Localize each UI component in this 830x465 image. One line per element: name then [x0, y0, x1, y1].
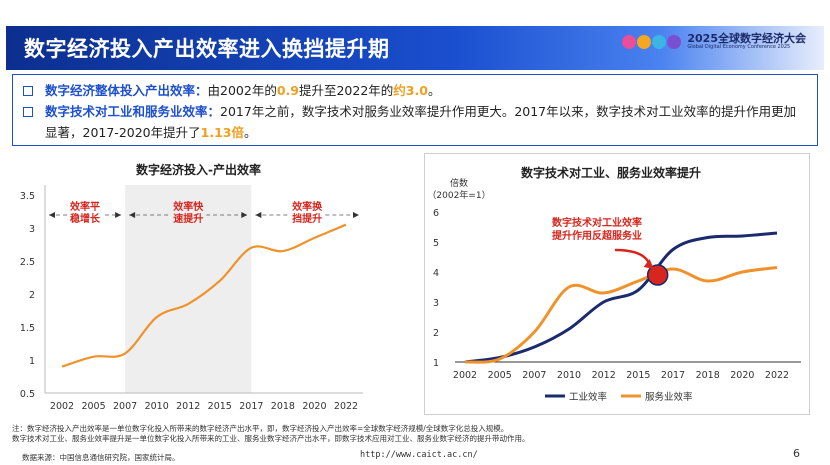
x-tick-label: 2020 [302, 401, 326, 412]
x-tick-label: 2015 [208, 401, 232, 412]
x-tick-label: 2002 [453, 370, 477, 381]
phase-label: 挡提升 [292, 212, 322, 225]
x-tick-label: 2010 [145, 401, 169, 412]
x-tick-label: 2010 [557, 370, 581, 381]
annotation-text: 提升作用反超服务业 [552, 229, 642, 242]
y-tick-label: 4 [433, 268, 439, 279]
legend-label-service: 服务业效率 [645, 391, 693, 403]
efficiency-series-line [61, 223, 347, 368]
x-tick-label: 2007 [522, 370, 546, 381]
page-title: 数字经济投入产出效率进入换挡提升期 [24, 37, 390, 61]
bullet-square-icon [23, 107, 33, 117]
bullet-overall: 数字经济整体投入产出效率：由2002年的0.9提升至2022年的约3.0。 [23, 80, 807, 101]
arrow-right-icon [115, 212, 122, 218]
summary-box: 数字经济整体投入产出效率：由2002年的0.9提升至2022年的约3.0。 数字… [12, 74, 818, 146]
header-banner: 数字经济投入产出效率进入换挡提升期 2025全球数字经济大会 Global Di… [6, 26, 824, 70]
value-2022: 约3.0 [393, 83, 428, 98]
y-tick-label: 3 [433, 298, 439, 309]
x-tick-label: 2007 [113, 401, 137, 412]
y-tick-label: 2 [29, 290, 35, 301]
x-tick-label: 2017 [239, 401, 263, 412]
phase-label: 效率快 [173, 200, 204, 213]
y-tick-label: 1.5 [20, 323, 35, 334]
x-tick-label: 2017 [661, 370, 685, 381]
y-tick-label: 2.5 [20, 257, 35, 268]
y-tick-label: 3 [29, 224, 35, 235]
website-link[interactable]: http://www.caict.ac.cn/ [360, 450, 478, 460]
chart-title: 数字技术对工业、服务业效率提升 [521, 166, 702, 180]
page-number: 6 [793, 447, 800, 460]
legend-label-industry: 工业效率 [569, 391, 608, 403]
phase-label: 效率换 [292, 200, 323, 213]
y-tick-label: 2 [433, 328, 439, 339]
x-tick-label: 2002 [50, 401, 74, 412]
x-tick-label: 2018 [696, 370, 720, 381]
footnote-2: 数字技术对工业、服务业效率提升是一单位数字化投入所带来的工业、服务业数字经济产出… [12, 434, 530, 443]
y-tick-label: 3.5 [20, 191, 35, 202]
x-tick-label: 2022 [334, 401, 358, 412]
x-tick-label: 2012 [176, 401, 200, 412]
phase-label-bg [67, 201, 104, 227]
x-tick-label: 2005 [81, 401, 105, 412]
chart-efficiency-panel: 数字经济投入-产出效率 效率平 稳增长 效率快 速提升 效率换 挡提升 0.5 1 1.5 2 2.… [18, 153, 373, 415]
conference-logo: 2025全球数字经济大会 Global Digital Economy Conf… [622, 32, 806, 51]
industry-series-line [464, 231, 778, 364]
logo-mark-icon [622, 34, 682, 49]
value-multiple: 1.13倍 [200, 125, 244, 140]
arrow-left-icon [49, 212, 55, 218]
chart-title: 数字经济投入-产出效率 [136, 163, 261, 177]
logo-title: 2025全球数字经济大会 [687, 32, 806, 45]
service-series-line [464, 266, 778, 364]
annotation-arrow [614, 248, 651, 266]
bullet-sector: 数字技术对工业和服务业效率：2017年之前，数字技术对服务业效率提升作用更大。2… [23, 101, 807, 143]
y-tick-label: 1 [433, 358, 439, 369]
bullet-square-icon [23, 86, 33, 96]
x-tick-label: 2020 [730, 370, 754, 381]
annotation-text: 数字技术对工业效率 [552, 216, 642, 229]
y-tick-label: 5 [433, 238, 439, 249]
arrow-right-icon [241, 212, 248, 218]
arrow-right-icon [353, 212, 359, 218]
y-tick-label: 6 [433, 208, 439, 219]
phase-label: 速提升 [173, 212, 203, 225]
x-tick-label: 2015 [626, 370, 650, 381]
phase-label: 效率平 [70, 200, 100, 213]
arrow-head-icon [643, 259, 654, 269]
x-tick-label: 2018 [271, 401, 295, 412]
logo-subtitle: Global Digital Economy Conference 2025 [687, 44, 791, 51]
arrow-left-icon [129, 212, 136, 218]
value-2002: 0.9 [276, 83, 299, 98]
y-axis-label: （2002年=1） [427, 189, 490, 201]
data-source: 数据来源：中国信息通信研究院，国家统计局。 [22, 453, 180, 462]
phase-label: 稳增长 [70, 212, 101, 225]
y-tick-label: 1 [29, 356, 35, 367]
y-axis-label: 倍数 [450, 177, 468, 189]
bullet-label: 数字技术对工业和服务业效率： [45, 104, 221, 119]
x-tick-label: 2005 [488, 370, 512, 381]
x-tick-label: 2022 [765, 370, 789, 381]
chart-sector-panel: 数字技术对工业、服务业效率提升 倍数 （2002年=1） 1 2 3 4 5 6 2002 200… [424, 153, 810, 415]
phase-label-bg [170, 201, 207, 227]
phase-label-bg [289, 201, 326, 227]
bullet-label: 数字经济整体投入产出效率： [45, 83, 208, 98]
y-tick-label: 0.5 [20, 389, 35, 400]
crossover-marker [646, 264, 669, 286]
x-tick-label: 2012 [592, 370, 616, 381]
footnotes: 注：数字经济投入产出效率是一单位数字化投入所带来的数字经济产出水平，即，数字经济… [12, 424, 530, 444]
arrow-left-icon [255, 212, 262, 218]
chart-sector: 倍数（2002年=1） 1 2 3 4 5 6 2002 2005 2007 2010 2012 201… [427, 177, 801, 403]
footnote-1: 注：数字经济投入产出效率是一单位数字化投入所带来的数字经济产出水平，即，数字经济… [12, 424, 509, 433]
